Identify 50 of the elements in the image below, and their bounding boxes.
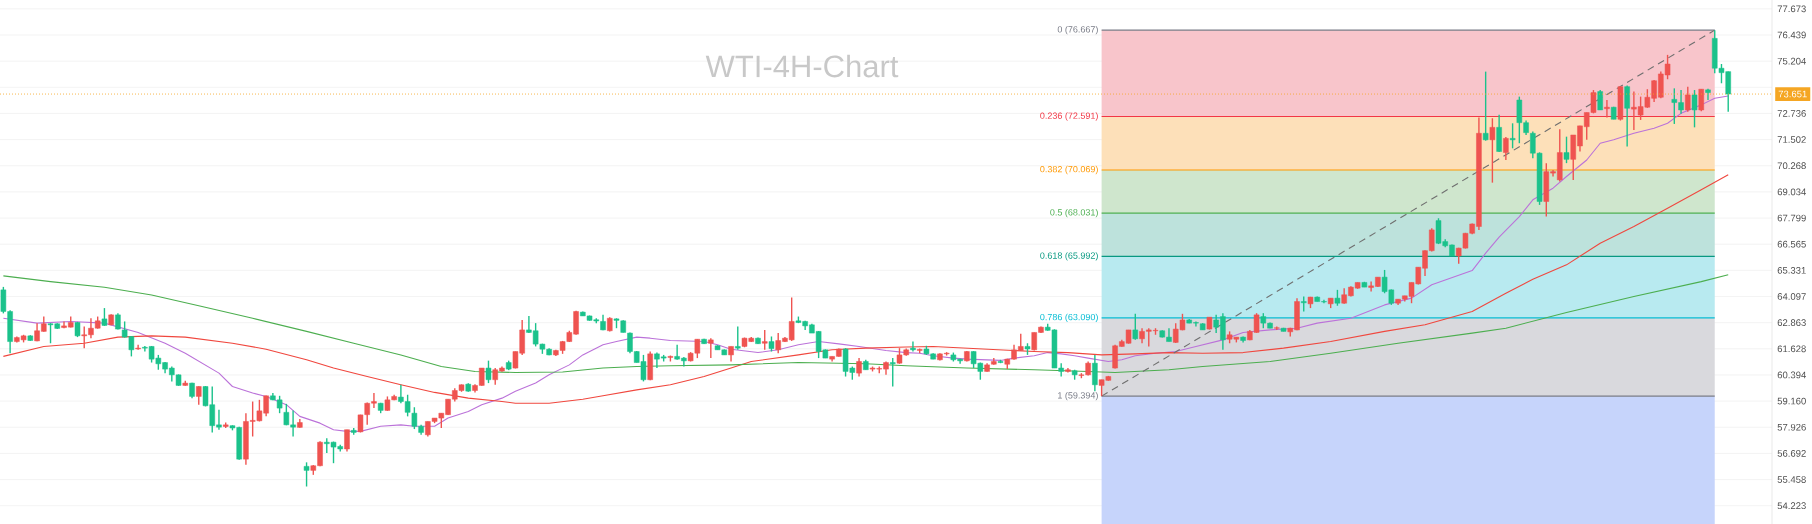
- candlestick: [910, 340, 916, 353]
- y-tick-label: 67.799: [1777, 214, 1806, 222]
- y-tick-label: 71.502: [1777, 136, 1806, 143]
- candlestick: [1691, 89, 1698, 129]
- y-tick-label: 60.394: [1777, 371, 1806, 379]
- ref-line-label: 1 (59.394): [1058, 391, 1098, 401]
- y-tick-label: 75.204: [1777, 57, 1806, 65]
- candlestick: [1132, 313, 1139, 341]
- candlestick: [1509, 122, 1516, 150]
- candlestick: [344, 429, 350, 453]
- ref-line-label: 73.651: [1778, 90, 1807, 98]
- candlestick: [1563, 135, 1570, 164]
- y-tick-label: 66.565: [1777, 240, 1806, 248]
- candlestick: [1489, 117, 1496, 184]
- y-tick-label: 61.628: [1777, 345, 1806, 353]
- y-tick-label: 56.692: [1777, 450, 1806, 457]
- candlestick: [1685, 85, 1691, 113]
- y-tick-label: 62.863: [1777, 319, 1806, 326]
- candlestick: [708, 337, 714, 359]
- y-tick-label: 59.160: [1777, 397, 1806, 405]
- ref-line-label: 0 (76.667): [1057, 25, 1098, 35]
- ref-line-label: 0.236 (72.591): [1040, 112, 1098, 121]
- line-series: [2, 274, 1729, 374]
- y-tick-label: 54.223: [1777, 502, 1806, 510]
- ref-line-label: 0.382 (70.069): [1040, 165, 1098, 175]
- candlestick: [1482, 70, 1489, 142]
- candlestick: [1624, 84, 1630, 148]
- candlestick: [1604, 99, 1610, 119]
- ref-line-label: 0.786 (63.090): [1040, 313, 1098, 323]
- y-tick-label: 55.458: [1777, 476, 1806, 483]
- candlestick: [485, 359, 492, 384]
- y-tick-label: 76.439: [1777, 31, 1806, 39]
- ref-line-label: 0.618 (65.992): [1040, 252, 1098, 261]
- candlestick: [735, 325, 741, 351]
- y-tick-label: 57.926: [1777, 423, 1806, 431]
- y-tick-label: 65.331: [1777, 266, 1806, 274]
- candlestick: [890, 357, 896, 388]
- candlestick: [1503, 136, 1509, 161]
- candlestick: [1092, 354, 1098, 393]
- candlestick: [1597, 89, 1603, 111]
- candlestick: [196, 385, 202, 406]
- y-tick-label: 77.673: [1777, 5, 1806, 13]
- ref-line-label: 0.5 (68.031): [1050, 208, 1098, 218]
- candlestick: [761, 329, 768, 351]
- candlestick: [856, 357, 862, 378]
- y-tick-label: 70.268: [1777, 162, 1806, 170]
- y-tick-label: 64.097: [1777, 293, 1806, 300]
- y-tick-label: 72.736: [1777, 110, 1806, 117]
- candlestick: [303, 461, 310, 488]
- y-tick-label: 69.034: [1777, 188, 1806, 196]
